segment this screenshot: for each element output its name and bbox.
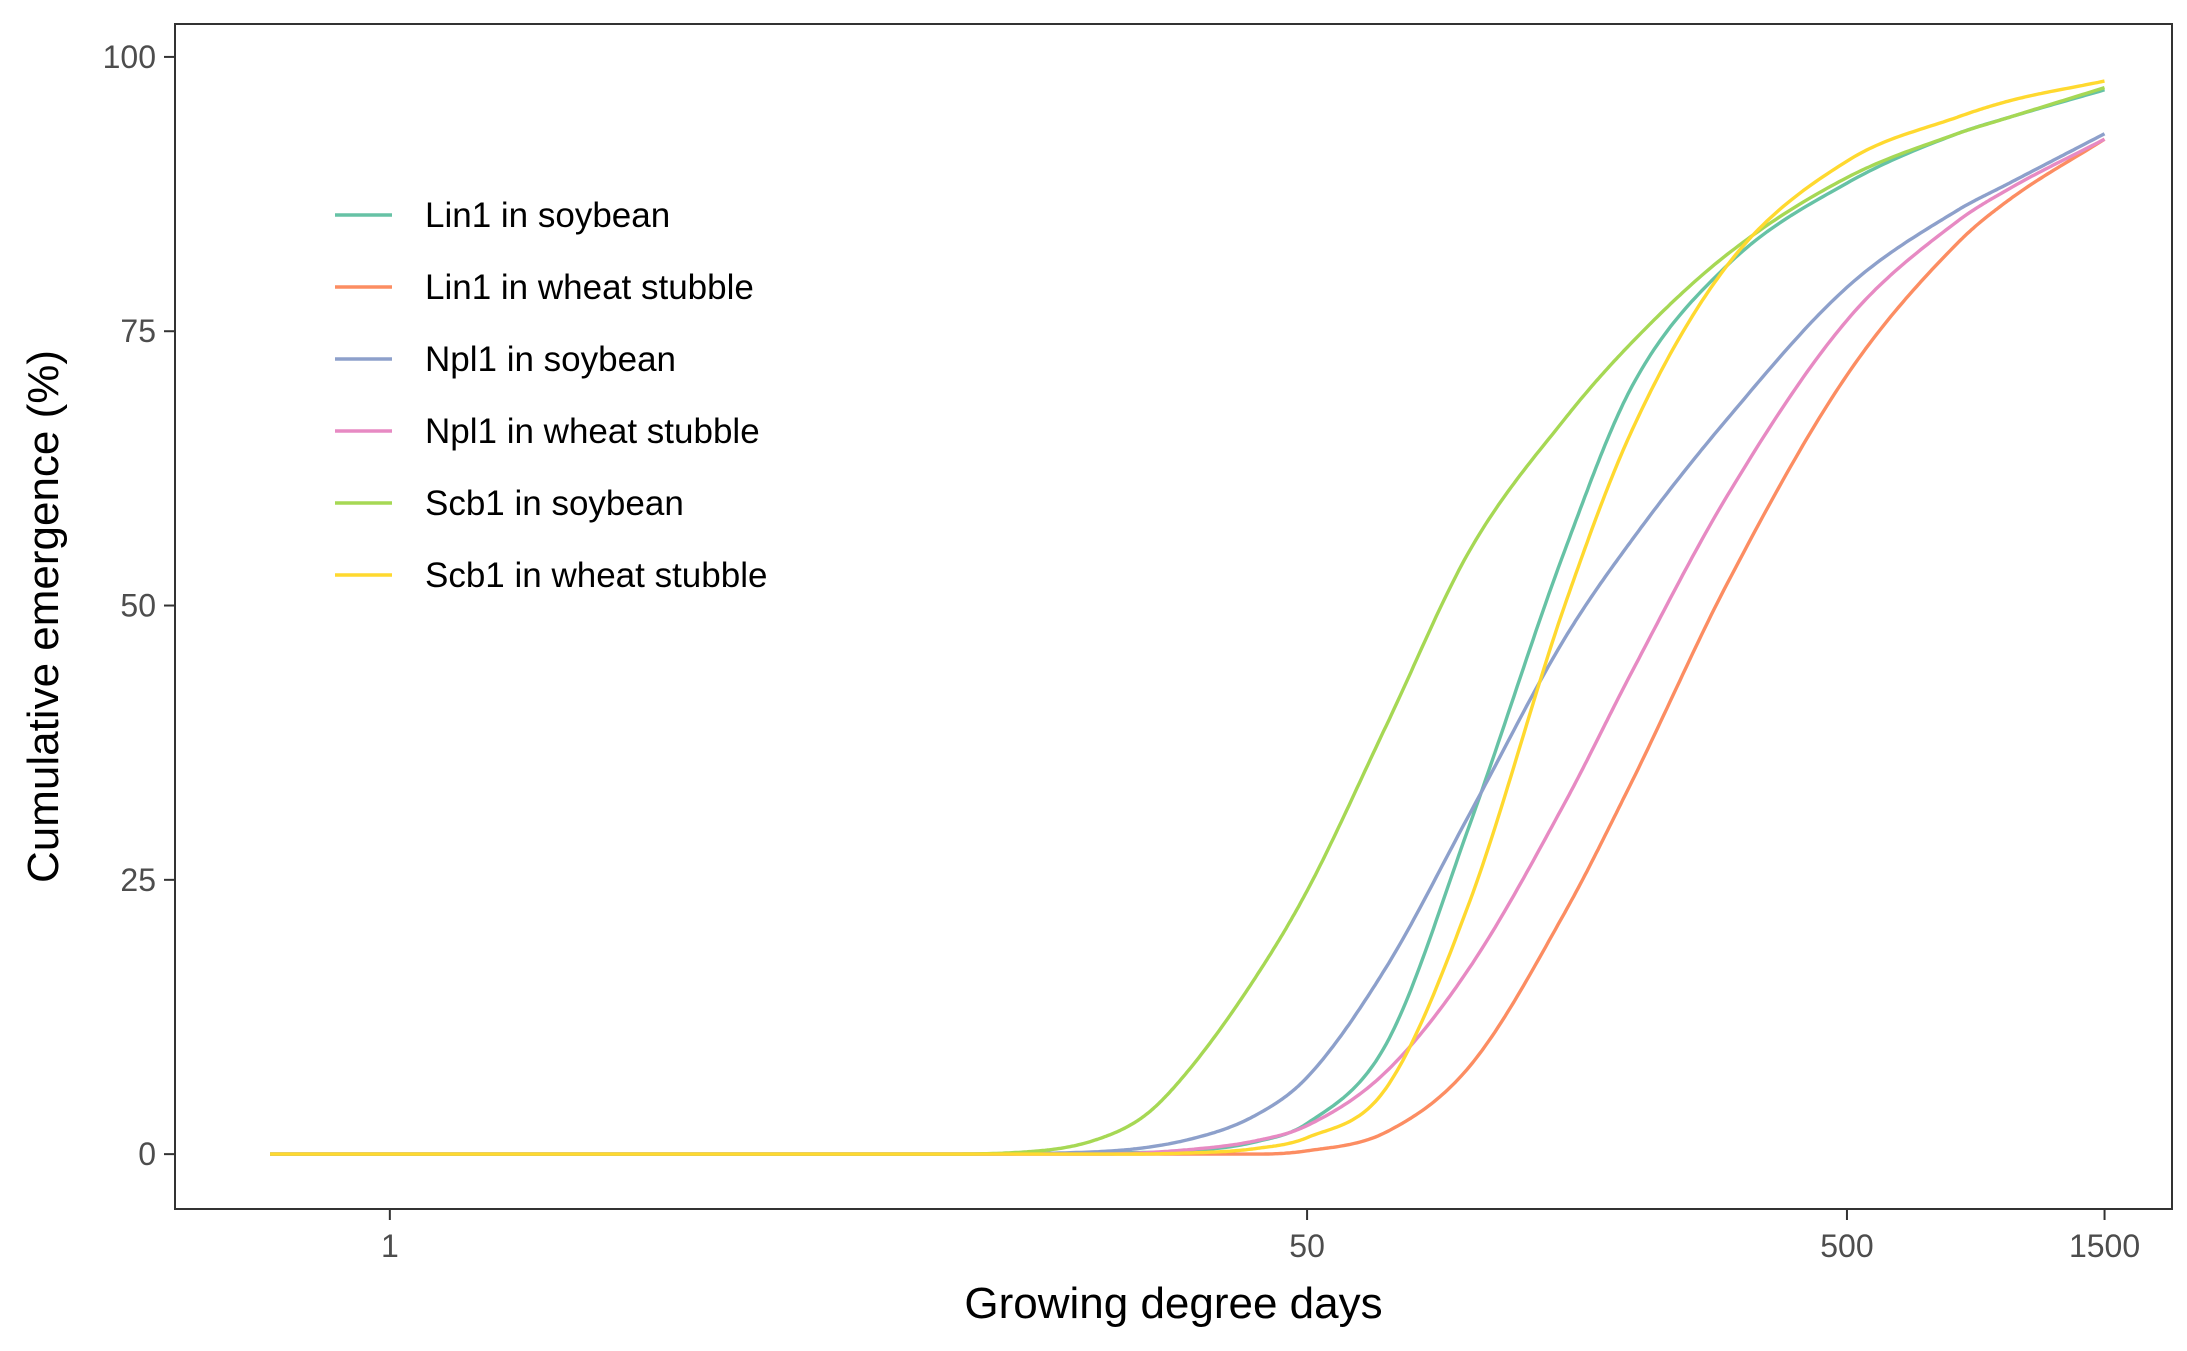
y-axis: 0 25 50 75 100	[103, 39, 175, 1172]
y-tick-label: 0	[138, 1136, 156, 1172]
legend-label-2: Lin1 in wheat stubble	[425, 268, 754, 307]
legend-label-1: Lin1 in soybean	[425, 196, 670, 235]
series-lines	[270, 79, 2106, 1156]
x-axis-title: Growing degree days	[964, 1279, 1382, 1328]
legend-label-3: Npl1 in soybean	[425, 340, 676, 379]
series-line-2	[270, 137, 2106, 1156]
x-tick-label: 500	[1820, 1228, 1873, 1264]
x-axis: 1 50 500 1500	[381, 1209, 2140, 1264]
legend-label-6: Scb1 in wheat stubble	[425, 556, 767, 595]
series-line-4	[270, 137, 2106, 1156]
y-tick-label: 25	[120, 862, 156, 898]
y-tick-label: 75	[120, 313, 156, 349]
legend-label-5: Scb1 in soybean	[425, 484, 684, 523]
legend-label-4: Npl1 in wheat stubble	[425, 412, 760, 451]
series-line-3	[270, 132, 2106, 1156]
y-tick-label: 100	[103, 39, 156, 75]
series-line-6	[270, 79, 2105, 1156]
x-tick-label: 1	[381, 1228, 399, 1264]
x-tick-label: 50	[1289, 1228, 1325, 1264]
y-tick-label: 50	[120, 588, 156, 624]
plot-panel-border	[174, 23, 2173, 1210]
series-line-5	[270, 85, 2106, 1156]
y-axis-title: Cumulative emergence (%)	[19, 350, 68, 883]
legend: Lin1 in soybean Lin1 in wheat stubble Npl1…	[335, 196, 767, 595]
x-tick-label: 1500	[2069, 1228, 2140, 1264]
